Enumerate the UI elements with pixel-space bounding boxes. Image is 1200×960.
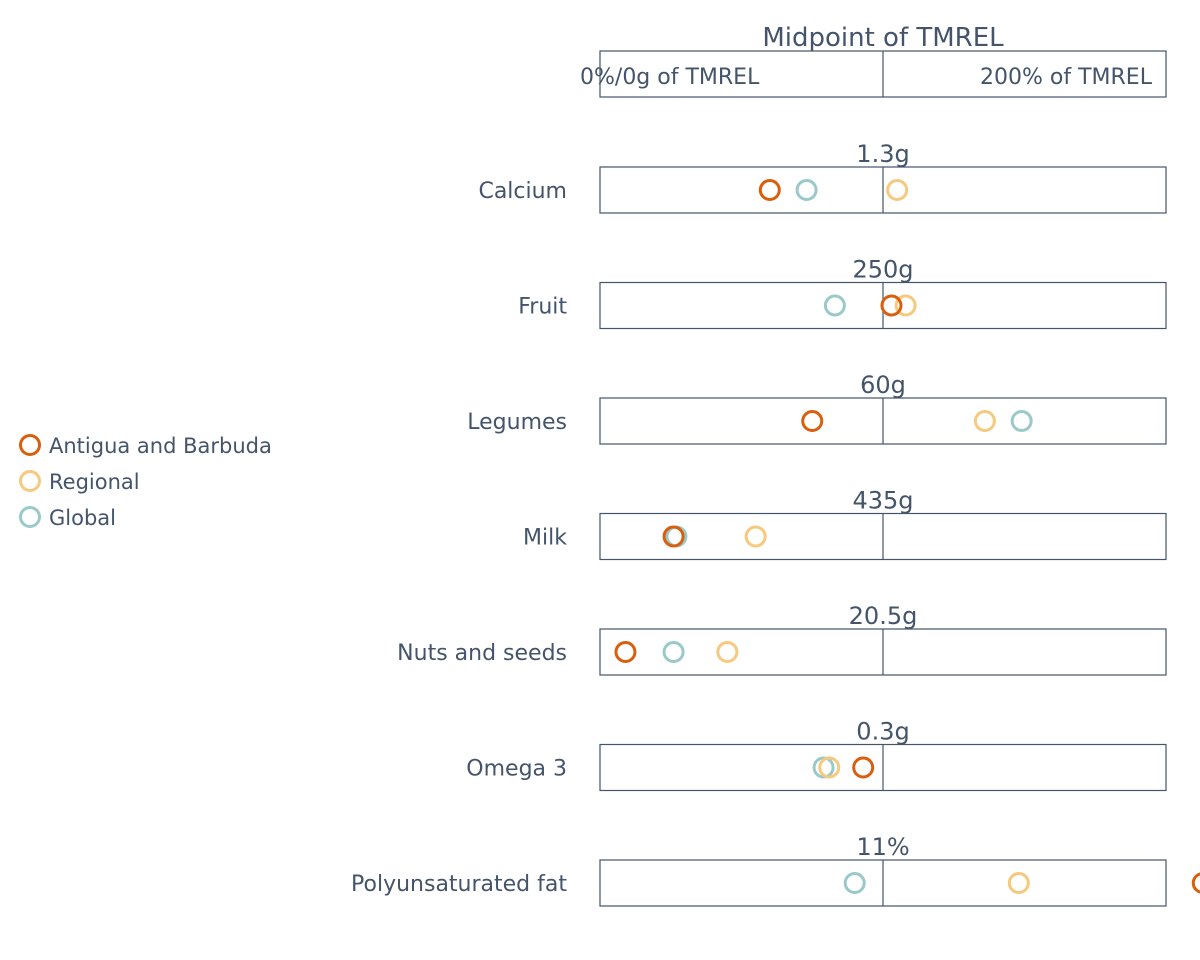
legend: Antigua and Barbuda Regional Global xyxy=(19,434,272,530)
legend-marker xyxy=(19,506,41,528)
point-global xyxy=(823,294,846,317)
point-global xyxy=(662,641,685,663)
point-country xyxy=(880,294,903,317)
point-regional xyxy=(1007,872,1030,894)
legend-item-global: Global xyxy=(19,506,116,530)
row-label: Omega 3 xyxy=(466,757,567,782)
tmrel-value-label: 20.5g xyxy=(849,602,918,630)
row-polyunsaturated-fat: Polyunsaturated fat 11% xyxy=(351,833,1200,907)
row-label: Fruit xyxy=(518,295,567,320)
row-label: Milk xyxy=(523,526,567,551)
legend-marker xyxy=(19,470,41,492)
legend-item-regional: Regional xyxy=(19,470,140,494)
point-country xyxy=(1191,872,1200,894)
scale-left-label: 0%/0g of TMREL xyxy=(580,65,760,90)
point-regional xyxy=(973,410,996,432)
row-fruit: Fruit 250g xyxy=(518,256,1167,330)
row-label: Nuts and seeds xyxy=(397,641,567,666)
scale-right-label: 200% of TMREL xyxy=(980,65,1153,90)
tmrel-value-label: 0.3g xyxy=(856,718,909,746)
point-global xyxy=(1010,410,1033,432)
point-global xyxy=(795,179,818,201)
point-regional xyxy=(886,179,909,201)
point-regional xyxy=(818,756,841,779)
row-milk: Milk 435g xyxy=(523,487,1167,561)
legend-label: Antigua and Barbuda xyxy=(49,434,272,458)
tmrel-value-label: 250g xyxy=(852,256,913,284)
point-country xyxy=(852,756,875,779)
legend-item-country: Antigua and Barbuda xyxy=(19,434,272,458)
row-label: Polyunsaturated fat xyxy=(351,872,567,897)
point-country xyxy=(614,641,637,663)
point-regional xyxy=(716,641,739,663)
row-label: Legumes xyxy=(467,410,567,435)
point-regional xyxy=(744,525,767,548)
row-label: Calcium xyxy=(478,179,567,204)
point-regional xyxy=(894,294,917,317)
legend-marker xyxy=(19,434,41,456)
point-country xyxy=(758,179,781,201)
tmrel-value-label: 60g xyxy=(860,371,906,399)
legend-label: Global xyxy=(49,506,116,530)
nutrient-rows: Calcium 1.3g Fruit 250g Legumes 60g Milk 435g Nu… xyxy=(351,140,1200,907)
legend-label: Regional xyxy=(49,470,140,494)
tmrel-value-label: 1.3g xyxy=(856,140,909,168)
row-legumes: Legumes 60g xyxy=(467,371,1167,445)
tmrel-value-label: 11% xyxy=(856,833,909,861)
point-country xyxy=(662,525,685,548)
scale-header: Midpoint of TMREL 0%/0g of TMREL 200% of… xyxy=(580,23,1167,98)
row-nuts-and-seeds: Nuts and seeds 20.5g xyxy=(397,602,1167,676)
point-country xyxy=(801,410,824,432)
tmrel-value-label: 435g xyxy=(852,487,913,515)
row-calcium: Calcium 1.3g xyxy=(478,140,1167,214)
chart-title: Midpoint of TMREL xyxy=(762,23,1004,53)
point-global xyxy=(843,872,866,894)
point-global xyxy=(812,756,835,779)
row-omega-3: Omega 3 0.3g xyxy=(466,718,1167,792)
